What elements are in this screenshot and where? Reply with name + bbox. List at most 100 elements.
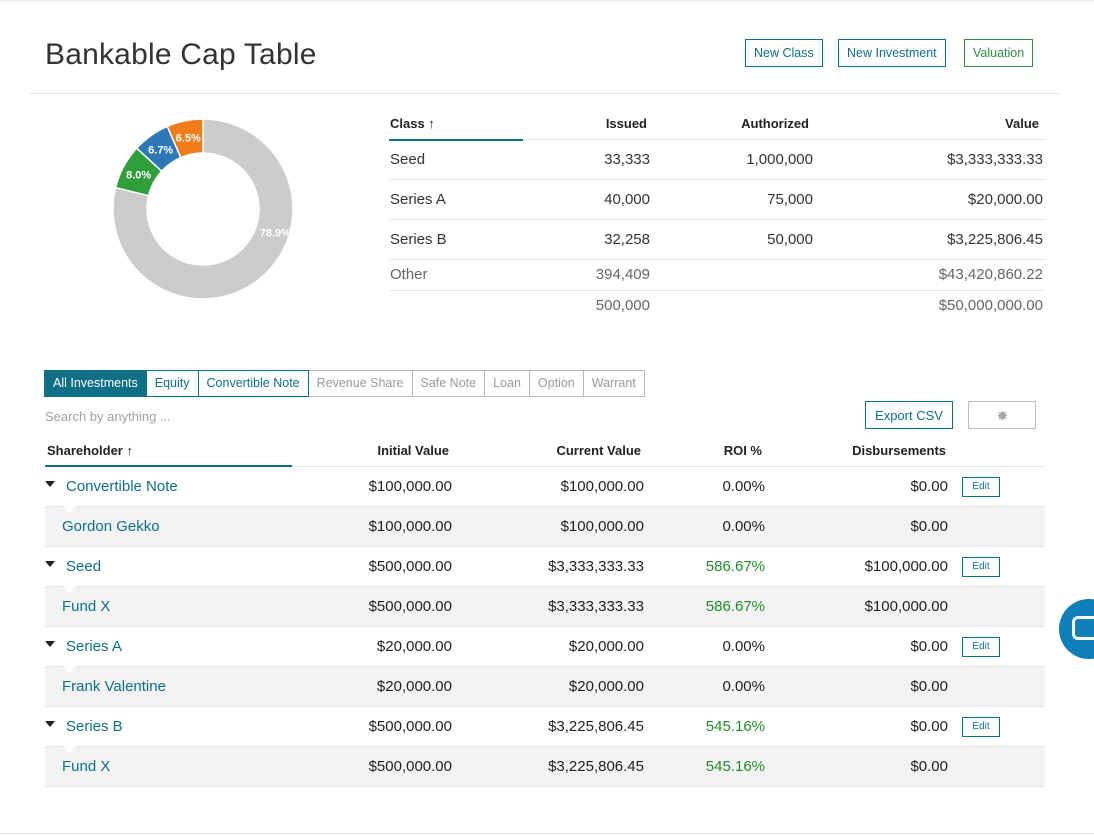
caret-down-icon[interactable] (45, 561, 55, 567)
class-row-series-b: Series B 32,258 50,000 $3,225,806.45 (389, 220, 1045, 260)
class-row-series-a: Series A 40,000 75,000 $20,000.00 (389, 180, 1045, 220)
disbursements-value: $0.00 (910, 478, 948, 495)
current-value: $3,333,333.33 (548, 598, 644, 615)
tab-equity[interactable]: Equity (146, 370, 199, 397)
class-authorized: 1,000,000 (746, 151, 813, 168)
group-name-link[interactable]: Seed (66, 558, 102, 575)
shareholder-row: Fund X $500,000.00 $3,225,806.45 545.16% $0.… (45, 746, 1045, 787)
page-title: Bankable Cap Table (45, 38, 317, 71)
roi-value: 0.00% (722, 678, 765, 695)
row-pointer (63, 666, 77, 673)
disbursements-value: $0.00 (910, 758, 948, 775)
group-name-link[interactable]: Series A (66, 638, 122, 655)
shareholder-name-link[interactable]: Fund X (62, 598, 111, 615)
initial-value: $100,000.00 (368, 478, 452, 495)
roi-header[interactable]: ROI % (723, 443, 762, 458)
shareholder-name-link[interactable]: Gordon Gekko (62, 518, 160, 535)
roi-value: 0.00% (722, 478, 765, 495)
class-name: Seed (390, 151, 426, 168)
class-table-header: Class ↑ Issued Authorized Value (389, 110, 1045, 141)
edit-button[interactable]: Edit (962, 717, 1000, 737)
edit-button[interactable]: Edit (962, 477, 1000, 497)
total-issued: 500,000 (595, 297, 650, 314)
top-border (0, 0, 1094, 2)
current-value: $100,000.00 (560, 478, 644, 495)
disbursements-value: $0.00 (910, 518, 948, 535)
roi-value: 586.67% (705, 598, 765, 615)
disbursements-header[interactable]: Disbursements (852, 443, 946, 458)
roi-value: 545.16% (705, 718, 765, 735)
class-issued: 33,333 (604, 151, 650, 168)
authorized-header[interactable]: Authorized (741, 116, 809, 131)
tab-revenue-share[interactable]: Revenue Share (308, 370, 413, 397)
shareholder-row: Gordon Gekko $100,000.00 $100,000.00 0.00% $… (45, 506, 1045, 547)
valuation-button[interactable]: Valuation (964, 39, 1034, 67)
export-csv-button[interactable]: Export CSV (865, 401, 953, 429)
shareholder-row: Fund X $500,000.00 $3,333,333.33 586.67% $10… (45, 586, 1045, 627)
donut-label-series-a: 6.7% (148, 145, 173, 157)
value-header[interactable]: Value (1005, 116, 1039, 131)
class-value: $43,420,860.22 (938, 266, 1043, 283)
chat-icon (1072, 616, 1094, 640)
row-pointer (63, 506, 77, 513)
edit-button[interactable]: Edit (962, 637, 1000, 657)
tab-option[interactable]: Option (529, 370, 584, 397)
caret-down-icon[interactable] (45, 481, 55, 487)
class-value: $20,000.00 (967, 191, 1043, 208)
caret-down-icon[interactable] (45, 641, 55, 647)
roi-value: 0.00% (722, 638, 765, 655)
current-value: $20,000.00 (568, 678, 644, 695)
donut-label-seed: 8.0% (126, 170, 151, 182)
initial-value: $100,000.00 (368, 518, 452, 535)
shareholder-name-link[interactable]: Fund X (62, 758, 111, 775)
class-row-seed: Seed 33,333 1,000,000 $3,333,333.33 (389, 140, 1045, 180)
issued-header[interactable]: Issued (605, 116, 647, 131)
bottom-border (0, 833, 1094, 834)
current-value: $20,000.00 (568, 638, 644, 655)
edit-button[interactable]: Edit (962, 557, 1000, 577)
gear-icon (997, 410, 1007, 420)
shareholder-name-link[interactable]: Frank Valentine (62, 678, 166, 695)
current-value: $3,333,333.33 (548, 558, 644, 575)
group-name-link[interactable]: Series B (66, 718, 123, 735)
current-value-header[interactable]: Current Value (556, 443, 641, 458)
current-value: $3,225,806.45 (548, 718, 644, 735)
initial-value: $20,000.00 (376, 638, 452, 655)
disbursements-value: $0.00 (910, 678, 948, 695)
initial-value: $500,000.00 (368, 558, 452, 575)
row-pointer (63, 746, 77, 753)
tab-warrant[interactable]: Warrant (583, 370, 645, 397)
class-header[interactable]: Class ↑ (390, 116, 435, 131)
current-value: $100,000.00 (560, 518, 644, 535)
new-class-button[interactable]: New Class (745, 39, 823, 67)
class-authorized: 50,000 (767, 231, 813, 248)
tab-convertible-note[interactable]: Convertible Note (198, 370, 309, 397)
initial-value: $500,000.00 (368, 598, 452, 615)
donut-slice-series-b[interactable] (166, 118, 204, 159)
caret-down-icon[interactable] (45, 721, 55, 727)
disbursements-value: $0.00 (910, 638, 948, 655)
sort-indicator (45, 465, 292, 467)
class-table: Class ↑ Issued Authorized Value Seed 33,… (389, 110, 1045, 322)
donut-label-series-b: 6.5% (176, 133, 201, 145)
tab-all-investments[interactable]: All Investments (44, 370, 147, 397)
class-name: Other (390, 266, 428, 283)
chat-launcher-button[interactable] (1059, 599, 1094, 659)
class-name: Series A (390, 191, 446, 208)
settings-button[interactable] (968, 401, 1036, 429)
roi-value: 545.16% (705, 758, 765, 775)
tab-loan[interactable]: Loan (485, 370, 530, 397)
search-input[interactable] (45, 404, 445, 428)
group-name-link[interactable]: Convertible Note (66, 478, 178, 495)
class-name: Series B (390, 231, 447, 248)
initial-value-header[interactable]: Initial Value (377, 443, 449, 458)
donut-slice-other[interactable] (112, 118, 294, 300)
shareholder-header[interactable]: Shareholder ↑ (47, 443, 133, 458)
new-investment-button[interactable]: New Investment (838, 39, 946, 67)
initial-value: $500,000.00 (368, 758, 452, 775)
group-row: Series B $500,000.00 $3,225,806.45 545.16% $… (45, 707, 1045, 747)
class-issued: 40,000 (604, 191, 650, 208)
class-value: $3,225,806.45 (947, 231, 1043, 248)
initial-value: $500,000.00 (368, 718, 452, 735)
tab-safe-note[interactable]: Safe Note (412, 370, 486, 397)
